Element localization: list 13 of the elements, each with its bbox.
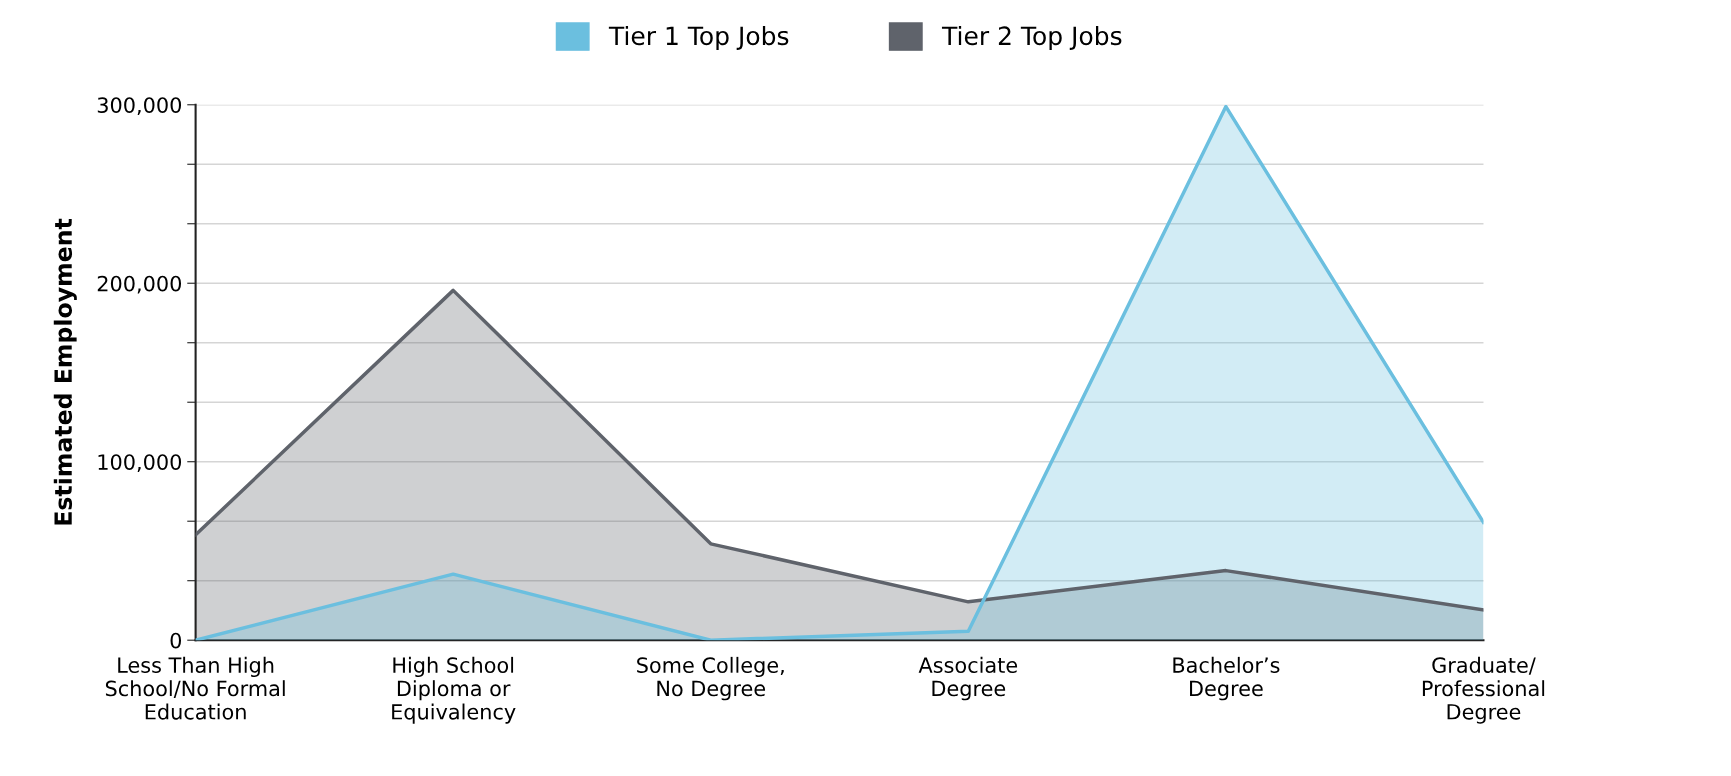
legend-label: Tier 2 Top Jobs [941,25,1122,51]
x-tick-label: Bachelor’s Degree [1173,656,1280,701]
x-tick-label: High School Diploma or Equivalency [392,656,516,724]
x-tick-label: Graduate/ Professional Degree [1422,656,1545,724]
y-tick-label: 300,000 [97,97,182,116]
y-axis-title: Estimated Employment [53,218,77,525]
legend-label: Tier 1 Top Jobs [608,25,789,51]
x-tick-label: Less Than High School/No Formal Education [105,656,285,720]
x-tick-label: Some College, No Degree [637,656,784,701]
y-tick-label: 0 [170,632,182,649]
y-tick-label: 100,000 [98,454,182,473]
x-tick-label: Associate Degree [918,656,1018,701]
y-tick-label: 200,000 [97,275,182,294]
